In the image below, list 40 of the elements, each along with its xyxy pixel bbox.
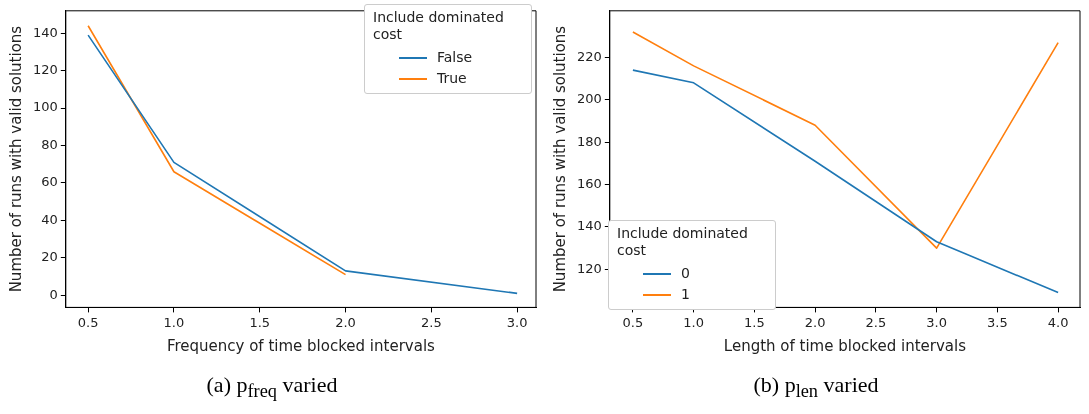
y-tick-label: 200 (576, 91, 602, 107)
x-tick-label: 2.0 (335, 314, 356, 330)
x-tick-label: 1.5 (744, 314, 765, 330)
y-tick-label: 160 (576, 175, 602, 191)
y-tick-label: 20 (41, 249, 58, 265)
x-tick-label: 1.5 (249, 314, 271, 330)
legend-label: True (437, 69, 467, 88)
legend-label: 1 (681, 285, 690, 304)
x-axis-title: Length of time blocked intervals (723, 336, 967, 355)
y-tick-label: 120 (32, 62, 58, 78)
y-axis-title: Number of runs with valid solutions (550, 25, 569, 293)
text: (a) p$_{freq}$ varied (205, 372, 339, 403)
x-tick-label: 3.0 (926, 314, 947, 330)
y-tick-label: 100 (32, 99, 58, 115)
legend-title: Include dominated cost (617, 225, 749, 259)
x-axis-title: Frequency of time blocked intervals (166, 336, 436, 355)
x-tick-label: 3.0 (506, 314, 528, 330)
x-tick-label: 1.0 (683, 314, 704, 330)
x-tick-label: 3.5 (987, 314, 1008, 330)
y-tick-label: 140 (32, 24, 58, 40)
x-tick-label: 0.5 (622, 314, 644, 330)
legend-label: False (437, 48, 473, 67)
x-tick-label: 0.5 (77, 314, 99, 330)
y-axis-title: Number of runs with valid solutions (6, 25, 25, 293)
y-tick-label: 180 (576, 133, 602, 149)
y-tick-label: 140 (576, 218, 602, 234)
y-tick-label: 40 (41, 211, 58, 227)
y-tick-label: 80 (41, 136, 58, 152)
x-tick-label: 2.5 (420, 314, 442, 330)
x-tick-label: 2.5 (865, 314, 887, 330)
legend-title: Include dominated cost (373, 9, 505, 43)
x-tick-label: 2.0 (804, 314, 826, 330)
text: (b) p$_{len}$ varied (752, 372, 880, 403)
y-tick-label: 0 (49, 286, 58, 302)
y-tick-label: 60 (41, 174, 58, 190)
x-tick-label: 1.0 (163, 314, 185, 330)
y-tick-label: 220 (576, 48, 602, 64)
legend-label: 0 (681, 264, 690, 283)
y-tick-label: 120 (576, 260, 602, 276)
x-tick-label: 4.0 (1047, 314, 1069, 330)
